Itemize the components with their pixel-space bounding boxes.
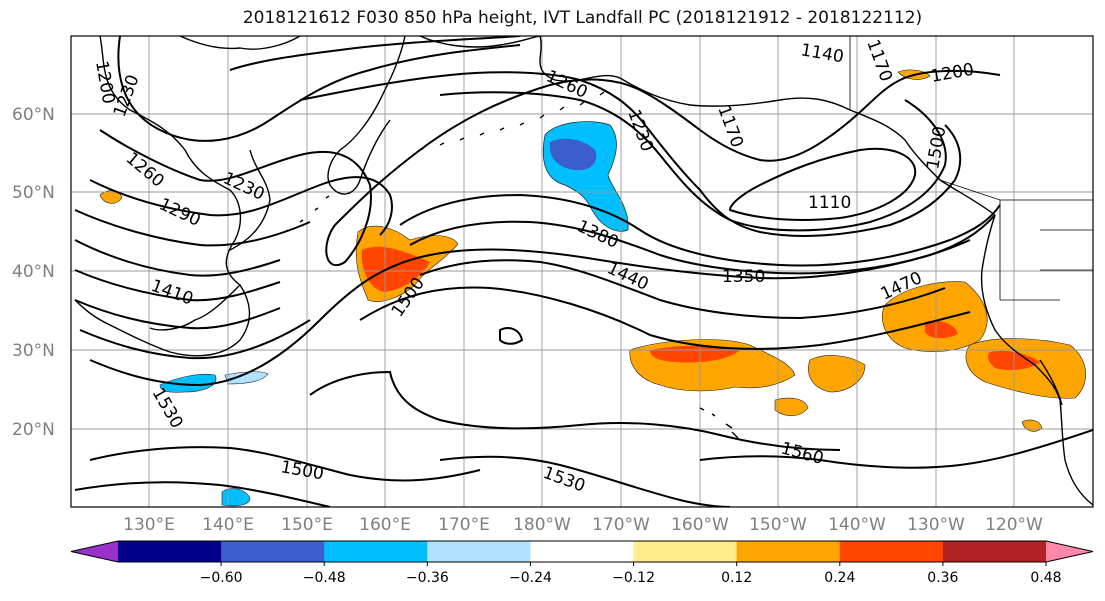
contour-label: 1350 bbox=[722, 267, 765, 287]
lon-label: 170°E bbox=[438, 515, 490, 535]
lon-label: 150°W bbox=[749, 515, 807, 535]
lon-label: 160°E bbox=[359, 515, 411, 535]
negative-ivt-south-japan-2 bbox=[224, 371, 269, 385]
colorbar-tick-label: −0.60 bbox=[200, 570, 243, 586]
lat-label: 50°N bbox=[12, 183, 55, 203]
colorbar-segment bbox=[736, 541, 841, 562]
colorbar-tick-label: −0.36 bbox=[406, 570, 449, 586]
height-contours bbox=[74, 36, 1093, 507]
lon-label: 160°W bbox=[671, 515, 729, 535]
colorbar-segment bbox=[633, 541, 738, 562]
colorbar-tick-label: 0.36 bbox=[927, 570, 958, 586]
colorbar-segment bbox=[530, 541, 635, 562]
positive-ivt-mid-pacific bbox=[808, 355, 866, 393]
negative-ivt-bottom bbox=[221, 488, 251, 507]
lon-label: 130°W bbox=[907, 515, 965, 535]
negative-ivt-core bbox=[549, 138, 597, 171]
lat-label: 40°N bbox=[12, 262, 55, 282]
colorbar-segment bbox=[221, 541, 325, 562]
positive-ivt-kurils-core bbox=[361, 246, 430, 292]
colorbar-arrow-low bbox=[71, 541, 118, 562]
colorbar-outline bbox=[70, 540, 1094, 563]
lon-label: 140°E bbox=[202, 515, 254, 535]
colorbar-segment bbox=[839, 541, 944, 562]
colorbar-tick-label: 0.48 bbox=[1030, 570, 1061, 586]
contour-label: 1110 bbox=[808, 193, 851, 213]
borders bbox=[849, 36, 1093, 301]
lon-label: 120°W bbox=[985, 515, 1043, 535]
lon-label: 180°W bbox=[513, 515, 571, 535]
lat-label: 30°N bbox=[12, 341, 55, 361]
colorbar-tick-label: −0.48 bbox=[303, 570, 346, 586]
colorbar-segment bbox=[942, 541, 1047, 562]
ivt-shading bbox=[99, 69, 1086, 507]
colorbar-segment bbox=[118, 541, 222, 562]
colorbar-tick-label: −0.24 bbox=[509, 570, 552, 586]
colorbar-tick-label: 0.24 bbox=[824, 570, 855, 586]
positive-ivt-west bbox=[99, 190, 123, 204]
lon-label: 170°W bbox=[592, 515, 650, 535]
negative-ivt-south-japan bbox=[159, 373, 217, 393]
colorbar-arrow-high bbox=[1046, 541, 1093, 562]
colorbar-segment bbox=[427, 541, 531, 562]
lon-label: 140°W bbox=[828, 515, 886, 535]
lon-label: 150°E bbox=[281, 515, 333, 535]
positive-ivt-hawaii-north bbox=[774, 397, 809, 417]
map-frame bbox=[70, 35, 1094, 508]
colorbar: −0.60 −0.48 −0.36 −0.24 −0.12 0.12 0.24 0.36 0.4… bbox=[70, 540, 1094, 586]
longitude-labels: 130°E 140°E 150°E 160°E 170°E 180°W 170°… bbox=[123, 515, 1043, 535]
colorbar-segment bbox=[324, 541, 428, 562]
lat-label: 60°N bbox=[12, 105, 55, 125]
positive-ivt-ne-pacific-core bbox=[925, 320, 958, 339]
map-title: 2018121612 F030 850 hPa height, IVT Land… bbox=[242, 8, 923, 28]
colorbar-tick-label: 0.12 bbox=[721, 570, 752, 586]
colorbar-tick-label: −0.12 bbox=[612, 570, 655, 586]
latitude-labels: 60°N 50°N 40°N 30°N 20°N bbox=[12, 105, 55, 440]
lat-label: 20°N bbox=[12, 420, 55, 440]
lon-label: 130°E bbox=[123, 515, 175, 535]
